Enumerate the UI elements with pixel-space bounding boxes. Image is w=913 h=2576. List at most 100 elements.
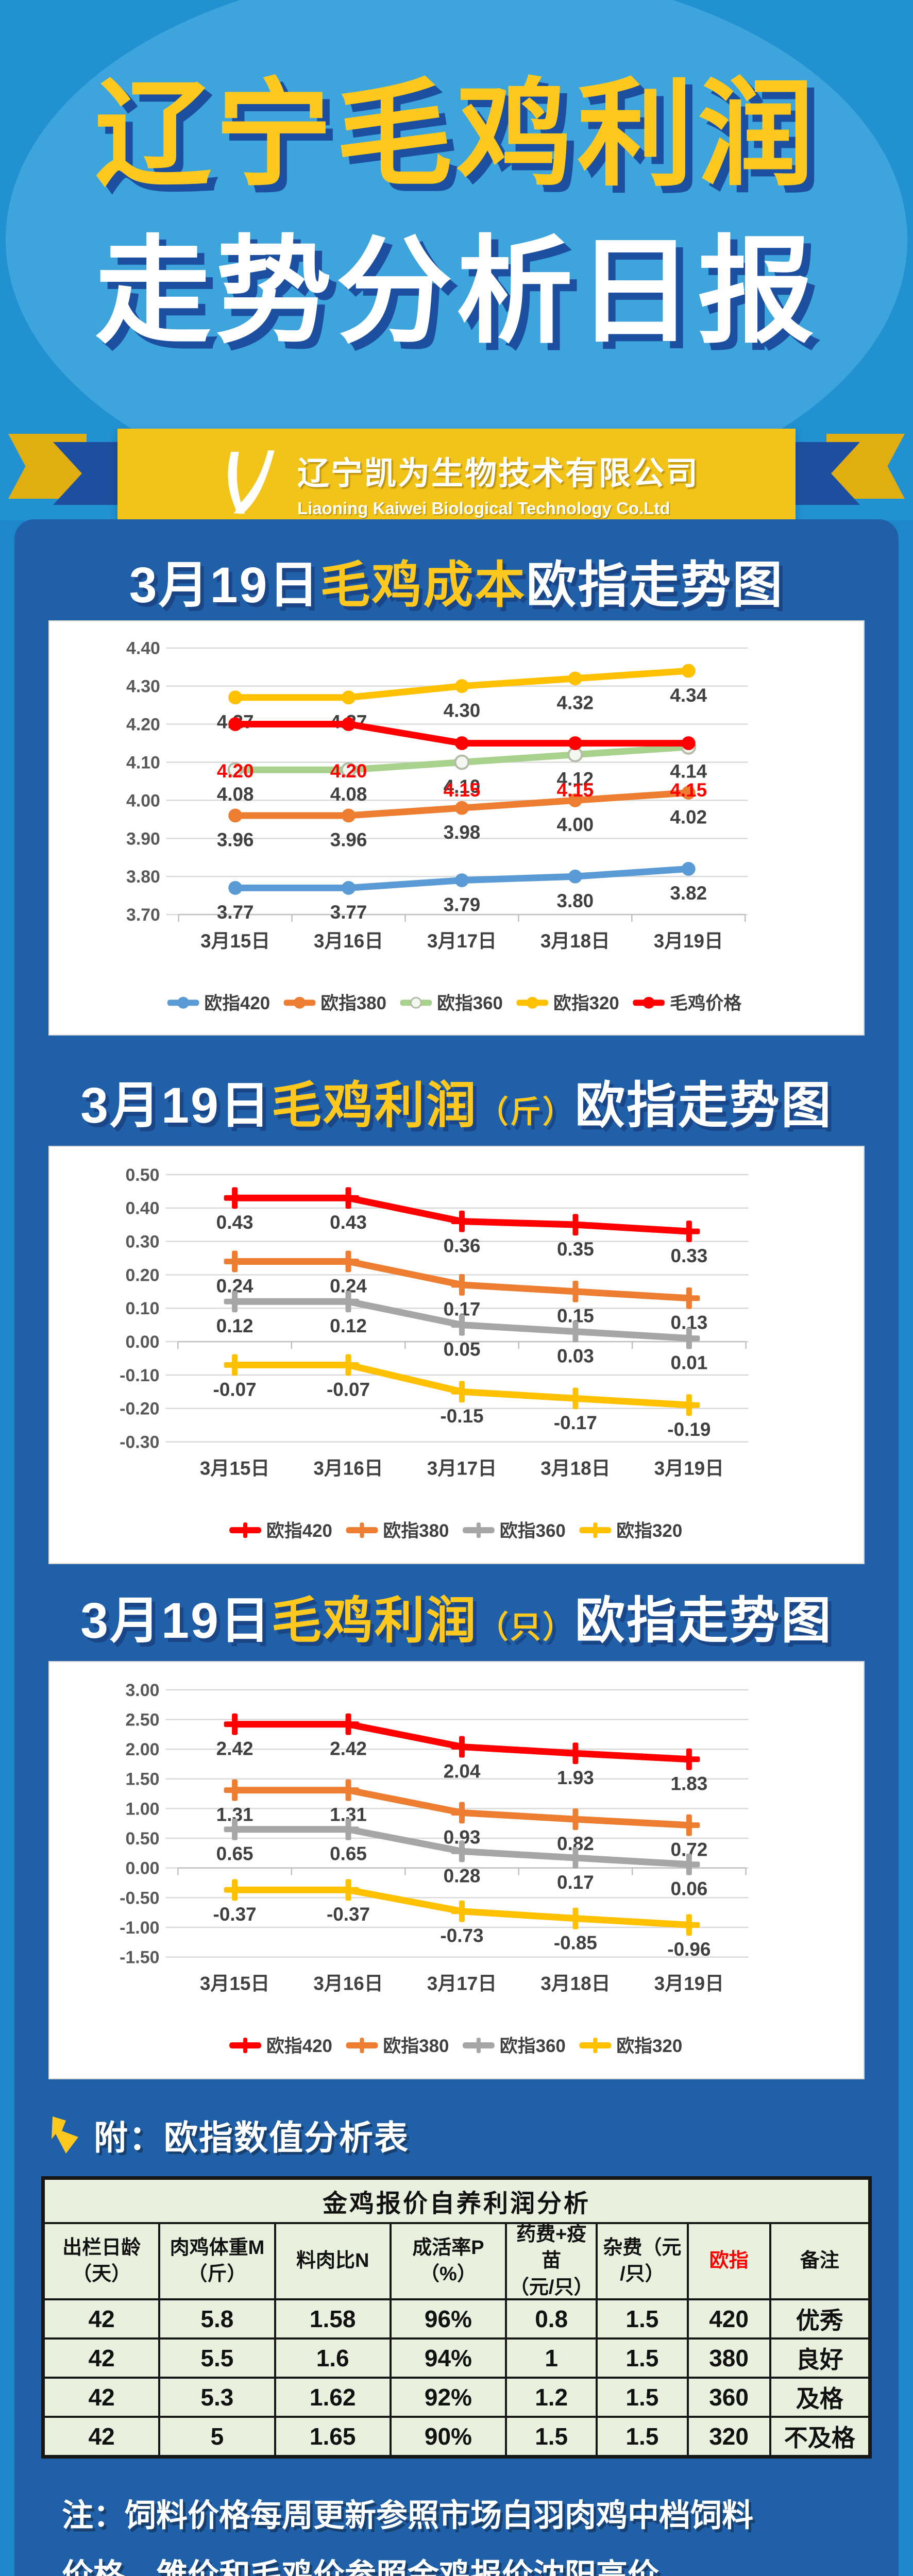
marker (568, 793, 582, 807)
legend-label: 欧指380 (383, 2036, 449, 2056)
value-label: 0.43 (216, 1212, 253, 1233)
marker (455, 679, 469, 693)
marker (564, 1750, 586, 1756)
x-category-label: 3月18日 (540, 1973, 610, 1994)
marker (227, 762, 243, 778)
table-cell: 1.5 (506, 2417, 597, 2456)
table-header-cell: 杂费（元/只） (597, 2223, 688, 2299)
x-category-label: 3月19日 (654, 930, 723, 952)
marker (228, 690, 243, 705)
marker (470, 2043, 486, 2048)
value-label: 4.34 (670, 685, 707, 706)
chart-title-part: 欧指走势图 (526, 557, 784, 613)
table-header-cell: 料肉比N (275, 2223, 391, 2299)
value-label: 0.01 (670, 1352, 707, 1373)
value-label: 3.82 (670, 883, 707, 904)
legend-item: 欧指360 (462, 2036, 566, 2056)
marker (678, 1335, 700, 1342)
table-cell: 1.5 (597, 2417, 688, 2456)
table-cell: 1.5 (597, 2338, 688, 2378)
legend-item: 欧指420 (167, 993, 270, 1013)
marker (342, 808, 356, 823)
legend-label: 欧指420 (266, 1521, 332, 1541)
legend-label: 欧指360 (500, 1521, 566, 1541)
chart-title-part: 毛鸡成本 (320, 557, 527, 613)
profit-analysis-table: 金鸡报价自养利润分析 出栏日龄 （天） 肉鸡体重M （斤） 料肉比N 成活率P （%） 药费+疫… (41, 2176, 872, 2459)
legend-label: 欧指420 (266, 2036, 332, 2056)
legend-item: 欧指420 (229, 1521, 332, 1541)
value-label: -0.07 (327, 1379, 370, 1400)
value-label: 1.83 (670, 1773, 707, 1794)
value-label: 4.20 (330, 760, 367, 782)
chart-title-part: 毛鸡利润 (271, 1592, 478, 1649)
main-content-panel: 3月19日毛鸡成本欧指走势图 4.40 4.30 4.20 4.10 4.00 3.90 3… (14, 519, 899, 2576)
marker (342, 717, 356, 732)
value-label: -0.07 (213, 1379, 257, 1400)
marker (564, 1395, 586, 1401)
y-axis-tick-label: 4.10 (126, 753, 160, 772)
marker (470, 1528, 486, 1533)
legend-item: 欧指380 (283, 993, 386, 1013)
x-category-label: 3月19日 (654, 1458, 724, 1479)
table-cell: 5.8 (159, 2299, 275, 2338)
value-label: 0.03 (557, 1345, 594, 1366)
legend-marker (643, 996, 655, 1009)
table-header-cell: 备注 (770, 2223, 869, 2299)
value-label: -0.96 (667, 1939, 711, 1960)
marker (587, 1528, 603, 1533)
x-category-label: 3月18日 (540, 930, 610, 952)
table-cell: 360 (687, 2378, 770, 2417)
y-axis-tick-label: 2.50 (125, 1710, 159, 1730)
y-axis-tick-label: -0.10 (120, 1366, 159, 1385)
value-label: 4.12 (557, 768, 594, 789)
table-cell: 420 (687, 2299, 770, 2338)
marker (681, 736, 696, 750)
marker (681, 786, 696, 800)
legend-item: 毛鸡价格 (633, 993, 742, 1013)
x-category-label: 3月15日 (200, 1458, 269, 1479)
marker (224, 1298, 246, 1304)
marker (337, 1787, 359, 1793)
marker (451, 1809, 473, 1816)
legend-item: 欧指360 (400, 993, 503, 1013)
note-line2: 价格，雏价和毛鸡价参照金鸡报价沈阳高价。 (62, 2557, 691, 2576)
y-axis-tick-label: 4.00 (126, 791, 160, 810)
legend-label: 欧指380 (320, 993, 386, 1013)
marker (678, 1922, 700, 1928)
marker (681, 862, 696, 876)
table-cell: 42 (44, 2299, 160, 2338)
legend-marker (410, 996, 422, 1009)
legend-marker (294, 996, 306, 1009)
x-category-label: 3月15日 (200, 930, 270, 952)
line-chart-svg: 3.00 2.50 2.00 1.50 1.00 0.50 0.00 -0.50 -1.00 -1… (120, 1681, 749, 2056)
y-axis-tick-label: 4.30 (126, 677, 160, 697)
table-header-cell: 肉鸡体重M （斤） (159, 2223, 275, 2299)
marker (568, 736, 582, 750)
marker (342, 690, 356, 705)
value-label: 0.12 (216, 1315, 253, 1336)
legend-item: 欧指380 (346, 2036, 449, 2056)
table-cell: 1.6 (275, 2338, 391, 2378)
value-label: 2.42 (330, 1738, 367, 1759)
y-axis-tick-label: 0.30 (125, 1232, 159, 1252)
chart-title-part: 3月19日 (129, 557, 320, 613)
legend-item: 欧指320 (579, 1521, 682, 1541)
chart3-title: 3月19日毛鸡利润（只）欧指走势图 (14, 1591, 899, 1651)
marker (238, 2043, 253, 2048)
value-label: 0.35 (557, 1239, 594, 1260)
value-label: 0.28 (444, 1865, 481, 1886)
table-cell: 94% (390, 2338, 506, 2378)
marker (564, 1289, 586, 1295)
marker (678, 1861, 700, 1868)
company-name-en: Liaoning Kaiwei Biological Technology Co… (297, 499, 670, 518)
analysis-section-label: 附：欧指数值分析表 (94, 2119, 409, 2157)
marker (341, 762, 357, 778)
note-line1: 注：饲料价格每周更新参照市场白羽肉鸡中档饲料 (62, 2498, 754, 2533)
marker (455, 801, 469, 815)
value-label: 4.08 (217, 784, 254, 805)
poster-title-line1: 辽宁毛鸡利润 (94, 69, 818, 199)
table-cell: 42 (44, 2417, 160, 2456)
marker (678, 1402, 700, 1408)
marker (587, 2043, 603, 2048)
marker (224, 1195, 246, 1201)
